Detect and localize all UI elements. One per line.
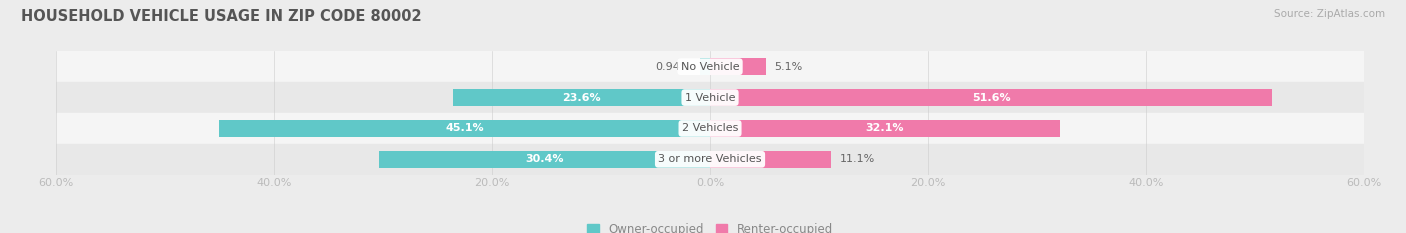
- Text: 23.6%: 23.6%: [562, 93, 600, 103]
- Text: 2 Vehicles: 2 Vehicles: [682, 123, 738, 134]
- Text: 1 Vehicle: 1 Vehicle: [685, 93, 735, 103]
- Text: 45.1%: 45.1%: [446, 123, 484, 134]
- Bar: [56, 113, 1364, 144]
- Text: HOUSEHOLD VEHICLE USAGE IN ZIP CODE 80002: HOUSEHOLD VEHICLE USAGE IN ZIP CODE 8000…: [21, 9, 422, 24]
- Text: 32.1%: 32.1%: [866, 123, 904, 134]
- Text: 30.4%: 30.4%: [526, 154, 564, 164]
- Text: Source: ZipAtlas.com: Source: ZipAtlas.com: [1274, 9, 1385, 19]
- Bar: [378, 151, 710, 168]
- Bar: [453, 89, 710, 106]
- Bar: [710, 58, 766, 75]
- Bar: [56, 144, 1364, 175]
- Legend: Owner-occupied, Renter-occupied: Owner-occupied, Renter-occupied: [582, 218, 838, 233]
- Text: 5.1%: 5.1%: [775, 62, 803, 72]
- Bar: [56, 51, 1364, 82]
- Bar: [56, 82, 1364, 113]
- Bar: [710, 120, 1060, 137]
- Bar: [710, 89, 1272, 106]
- Text: No Vehicle: No Vehicle: [681, 62, 740, 72]
- Bar: [710, 151, 831, 168]
- Text: 0.94%: 0.94%: [655, 62, 692, 72]
- Bar: [218, 120, 710, 137]
- Text: 11.1%: 11.1%: [839, 154, 875, 164]
- Bar: [700, 58, 710, 75]
- Text: 3 or more Vehicles: 3 or more Vehicles: [658, 154, 762, 164]
- Text: 51.6%: 51.6%: [972, 93, 1011, 103]
